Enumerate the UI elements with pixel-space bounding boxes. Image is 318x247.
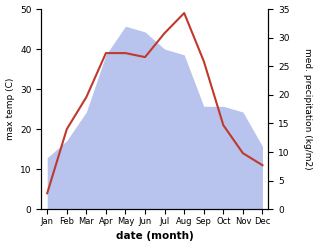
Y-axis label: med. precipitation (kg/m2): med. precipitation (kg/m2) [303, 48, 313, 170]
Y-axis label: max temp (C): max temp (C) [5, 78, 15, 140]
X-axis label: date (month): date (month) [116, 231, 194, 242]
